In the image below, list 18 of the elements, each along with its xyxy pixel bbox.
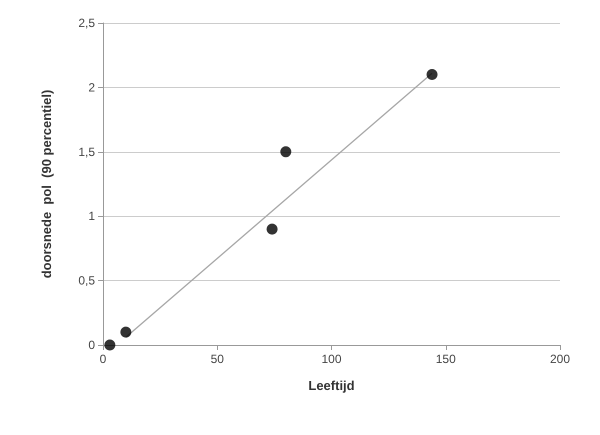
x-tick-label: 150 [436,352,456,366]
point [280,146,292,158]
y-tick-label: 0,5 [78,274,96,288]
point [426,69,438,80]
x-tick-label: 50 [210,352,224,366]
x-axis-title: Leeftijd [308,378,355,393]
point [120,326,132,338]
x-tick-label: 200 [550,352,570,366]
y-tick-label: 2 [88,80,96,94]
y-tick-label: 0 [88,338,96,352]
x-tick-label: 100 [321,352,342,366]
point [266,224,278,235]
y-tick-label: 2,5 [78,16,96,30]
point [104,340,116,350]
x-tick-label: 0 [100,352,107,366]
y-axis-title: doorsnede pol (90 percentiel) [39,90,54,278]
y-tick-label: 1,5 [78,144,96,159]
y-tick-label: 1 [88,209,96,224]
